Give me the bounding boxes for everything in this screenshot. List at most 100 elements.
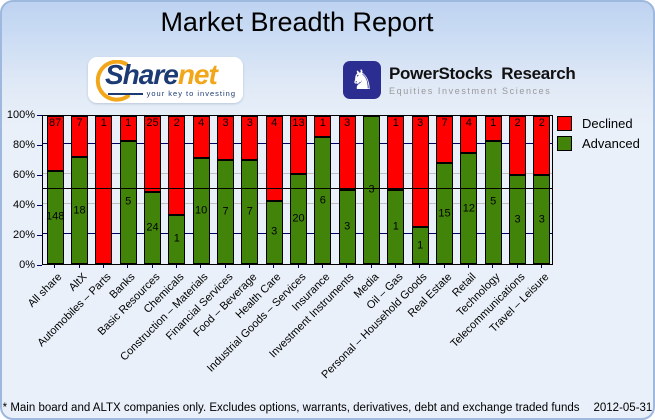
bar-Real Estate: 7 15 <box>436 116 453 264</box>
advanced-segment <box>509 175 526 264</box>
advanced-value: 12 <box>462 202 475 214</box>
y-tick <box>37 265 42 266</box>
declined-segment <box>338 116 356 190</box>
x-tick <box>467 265 469 268</box>
x-tick <box>394 265 396 268</box>
advanced-value: 3 <box>271 225 278 238</box>
declined-segment <box>290 116 307 175</box>
advanced-segment <box>217 160 234 264</box>
advanced-value: 10 <box>195 204 208 217</box>
declined-segment <box>314 116 332 138</box>
declined-segment <box>71 116 88 158</box>
powerstocks-badge: ♞ <box>343 61 381 99</box>
y-axis-label: 80% <box>12 139 35 151</box>
x-tick <box>540 265 542 268</box>
declined-value: 3 <box>246 117 253 129</box>
advanced-value: 5 <box>490 195 497 208</box>
declined-value: 7 <box>76 117 83 129</box>
y-tick <box>37 145 42 146</box>
x-tick <box>224 265 226 268</box>
x-tick <box>419 265 421 268</box>
declined-value: 1 <box>125 117 132 129</box>
footer: * Main board and ALTX companies only. Ex… <box>0 402 655 414</box>
y-axis-label: 60% <box>12 169 35 181</box>
declined-value: 13 <box>292 117 305 129</box>
sharenet-word-net: net <box>177 59 218 90</box>
bar-Personal – Household Goods: 31 <box>411 116 429 264</box>
bar-Industrial Goods – Services: 13 20 <box>290 116 307 264</box>
y-tick <box>37 235 42 236</box>
powerstocks-logo: ♞ PowerStocks Research Equities Investme… <box>343 61 576 99</box>
advanced-segment <box>290 174 307 264</box>
declined-segment <box>265 116 283 201</box>
advanced-segment <box>241 160 259 264</box>
legend-item-advanced: Advanced <box>557 136 640 151</box>
advanced-value: 6 <box>319 194 326 207</box>
legend-swatch <box>557 116 572 131</box>
bar-Automobiles – Parts: 1 <box>95 116 113 264</box>
declined-value: 4 <box>271 117 278 129</box>
sharenet-rule <box>108 92 143 95</box>
y-tick <box>37 175 42 176</box>
advanced-segment <box>71 157 88 264</box>
sharenet-wordmark: Sharenet <box>105 59 218 90</box>
powerstocks-text: PowerStocks Research Equities Investment… <box>389 61 576 96</box>
x-tick <box>200 265 202 268</box>
advanced-value: 3 <box>538 213 545 226</box>
x-tick <box>297 265 299 268</box>
legend-swatch <box>557 136 572 151</box>
x-tick <box>151 265 153 268</box>
advanced-value: 3 <box>344 220 351 233</box>
declined-value: 1 <box>392 117 399 129</box>
advanced-segment <box>119 140 137 264</box>
declined-segment <box>533 116 551 176</box>
powerstocks-name: PowerStocks Research <box>389 64 576 83</box>
x-tick <box>175 265 177 268</box>
declined-value: 3 <box>222 117 229 129</box>
legend-item-declined: Declined <box>557 116 640 131</box>
declined-segment <box>144 116 161 192</box>
advanced-segment <box>168 214 186 264</box>
declined-segment <box>168 116 186 215</box>
advanced-segment <box>46 170 64 264</box>
bar-Financial Services: 37 <box>217 116 234 264</box>
declined-value: 4 <box>198 117 205 129</box>
advanced-segment <box>338 190 356 264</box>
x-tick <box>102 265 104 268</box>
page-title: Market Breadth Report <box>160 7 434 37</box>
reference-line-50pct <box>43 188 552 189</box>
bar-Media: 3 <box>363 116 380 264</box>
sharenet-tagline: your key to investing <box>146 89 236 98</box>
advanced-segment <box>265 200 283 264</box>
declined-segment <box>460 116 478 153</box>
declined-value: 3 <box>417 117 424 129</box>
bar-Retail: 4 12 <box>460 116 478 264</box>
bar-Health Care: 43 <box>265 116 283 264</box>
x-tick <box>370 265 372 268</box>
declined-segment <box>217 116 234 161</box>
advanced-value: 1 <box>417 239 424 251</box>
advanced-value: 18 <box>73 204 86 217</box>
x-tick <box>273 265 275 268</box>
bar-AltX: 7 18 <box>71 116 88 264</box>
x-tick <box>346 265 348 268</box>
bar-Food – Beverage: 37 <box>241 116 259 264</box>
y-axis-label: 20% <box>12 229 35 241</box>
advanced-value: 7 <box>222 205 229 218</box>
declined-value: 25 <box>146 117 159 129</box>
advanced-segment <box>387 190 405 264</box>
declined-segment <box>241 116 259 161</box>
declined-value: 3 <box>344 117 351 129</box>
declined-segment <box>484 116 502 141</box>
x-tick <box>54 265 56 268</box>
advanced-value: 7 <box>246 205 253 218</box>
bar-Oil – Gas: 11 <box>387 116 405 264</box>
declined-value: 7 <box>441 117 448 129</box>
advanced-segment <box>192 158 210 264</box>
advanced-value: 24 <box>146 221 159 234</box>
declined-value: 1 <box>100 117 107 129</box>
advanced-segment <box>144 191 161 264</box>
declined-segment <box>411 116 429 227</box>
advanced-segment <box>314 137 332 264</box>
